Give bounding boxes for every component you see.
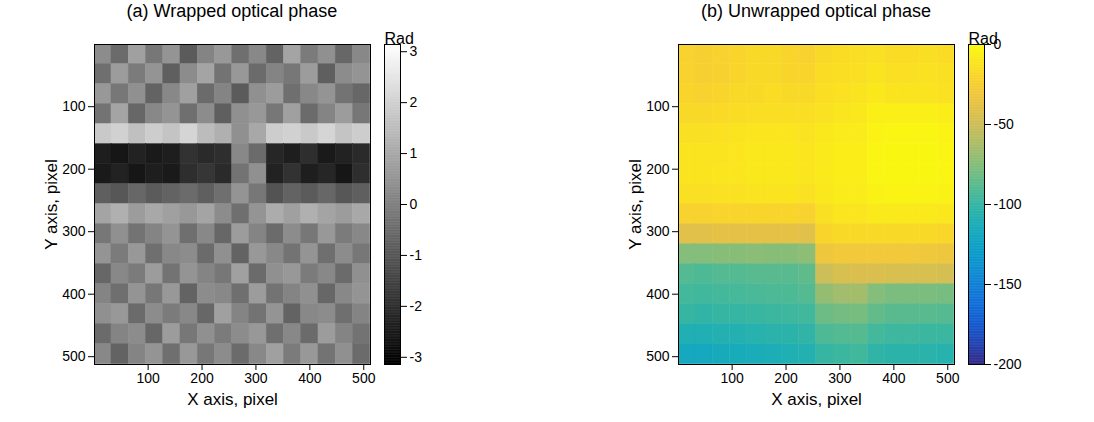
svg-text:400: 400: [882, 370, 906, 386]
svg-text:-200: -200: [994, 356, 1022, 372]
html-text:(b) Unwrapped optical phase: (b) Unwrapped optical phase: [700, 1, 932, 21]
svg-text:-2: -2: [410, 298, 423, 314]
svg-text:100: 100: [136, 370, 160, 386]
svg-text:200: 200: [774, 370, 798, 386]
svg-text:100: 100: [62, 98, 86, 114]
svg-text:Rad: Rad: [385, 30, 414, 47]
svg-text:300: 300: [62, 223, 86, 239]
svg-text:100: 100: [646, 98, 670, 114]
svg-text:500: 500: [936, 370, 960, 386]
svg-text:300: 300: [646, 223, 670, 239]
svg-text:500: 500: [352, 370, 376, 386]
svg-text:-3: -3: [410, 349, 423, 365]
svg-text:500: 500: [62, 348, 86, 364]
svg-text:300: 300: [828, 370, 852, 386]
svg-text:200: 200: [190, 370, 214, 386]
svg-text:-50: -50: [994, 116, 1014, 132]
svg-text:-1: -1: [410, 247, 423, 263]
svg-text:1: 1: [410, 145, 418, 161]
svg-text:200: 200: [62, 161, 86, 177]
svg-text:-100: -100: [994, 196, 1022, 212]
svg-text:X axis, pixel: X axis, pixel: [771, 390, 862, 409]
svg-text:0: 0: [410, 196, 418, 212]
svg-text:400: 400: [298, 370, 322, 386]
svg-text:Rad: Rad: [969, 30, 998, 47]
svg-text:300: 300: [244, 370, 268, 386]
svg-text:500: 500: [646, 348, 670, 364]
svg-text:100: 100: [720, 370, 744, 386]
svg-text:2: 2: [410, 94, 418, 110]
svg-text:-150: -150: [994, 276, 1022, 292]
svg-text:200: 200: [646, 161, 670, 177]
svg-text:X axis, pixel: X axis, pixel: [187, 390, 278, 409]
html-text:(a) Wrapped optical phase: (a) Wrapped optical phase: [126, 1, 338, 21]
svg-text:Y axis, pixel: Y axis, pixel: [42, 159, 61, 249]
svg-text:400: 400: [62, 286, 86, 302]
svg-text:400: 400: [646, 286, 670, 302]
svg-text:3: 3: [409, 43, 418, 60]
svg-text:Y axis, pixel: Y axis, pixel: [626, 159, 645, 249]
